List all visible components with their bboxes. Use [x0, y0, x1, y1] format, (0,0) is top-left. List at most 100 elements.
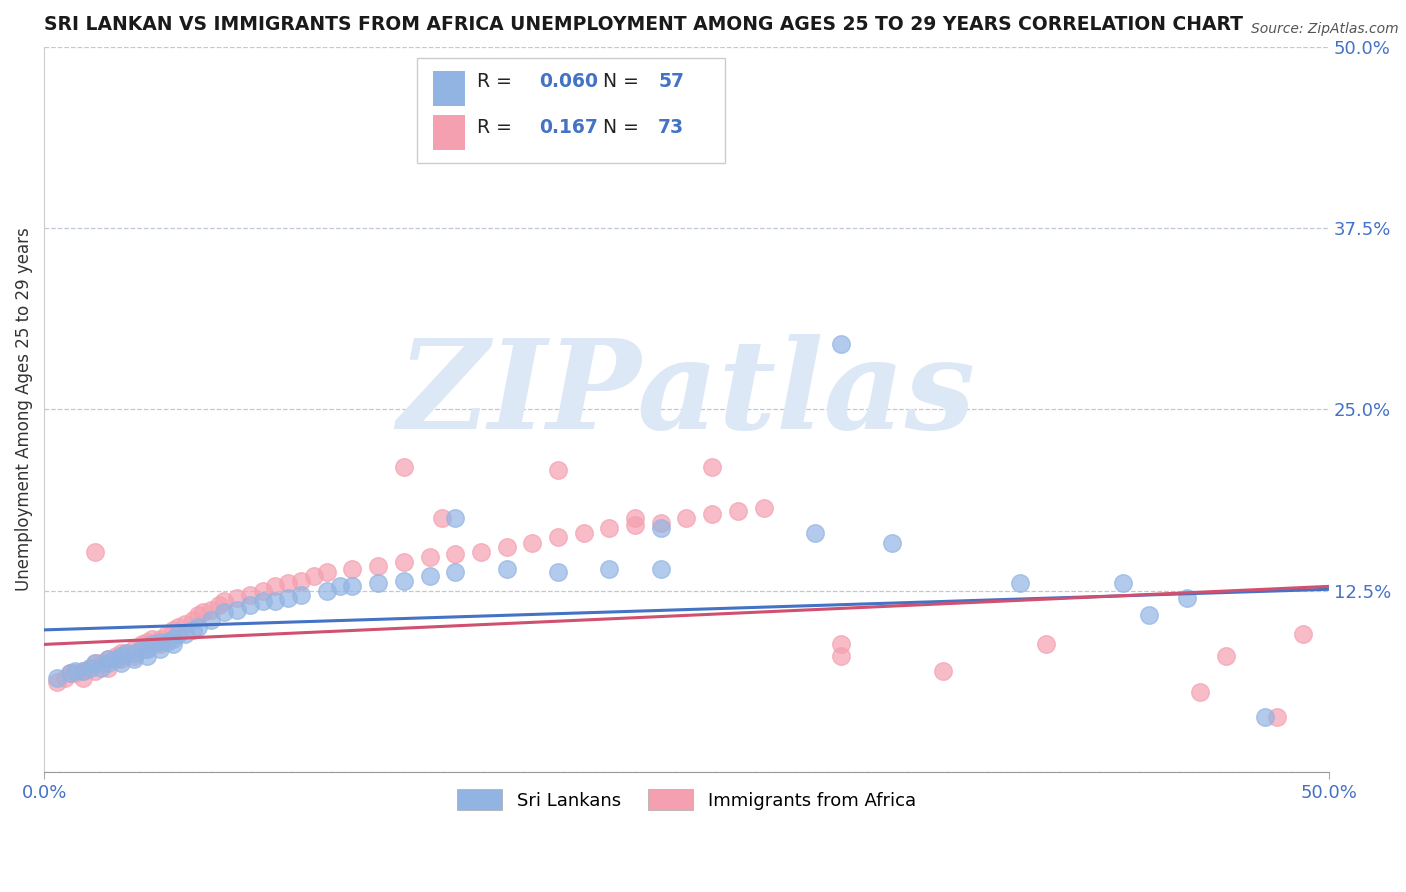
- Point: [932, 664, 955, 678]
- Point: [131, 637, 153, 651]
- Point: [624, 511, 647, 525]
- Point: [547, 565, 569, 579]
- Point: [79, 660, 101, 674]
- Point: [97, 657, 120, 671]
- Point: [59, 666, 82, 681]
- Point: [1215, 648, 1237, 663]
- Point: [392, 555, 415, 569]
- Point: [277, 576, 299, 591]
- Point: [598, 521, 620, 535]
- Point: [110, 652, 132, 666]
- Point: [1035, 637, 1057, 651]
- Point: [162, 632, 184, 646]
- Point: [264, 579, 287, 593]
- Point: [624, 518, 647, 533]
- Point: [752, 501, 775, 516]
- Point: [598, 562, 620, 576]
- Text: 73: 73: [658, 119, 685, 137]
- Point: [342, 562, 364, 576]
- Point: [302, 569, 325, 583]
- Point: [181, 613, 204, 627]
- Point: [59, 666, 82, 681]
- Point: [1189, 685, 1212, 699]
- Point: [149, 634, 172, 648]
- Text: ZIPatlas: ZIPatlas: [398, 334, 976, 456]
- Point: [72, 671, 94, 685]
- FancyBboxPatch shape: [433, 71, 465, 106]
- Point: [187, 620, 209, 634]
- Point: [880, 536, 903, 550]
- Point: [187, 608, 209, 623]
- Point: [200, 613, 222, 627]
- Point: [193, 606, 215, 620]
- Point: [122, 648, 145, 663]
- Point: [212, 606, 235, 620]
- Point: [105, 652, 128, 666]
- Point: [166, 620, 188, 634]
- Point: [225, 591, 247, 605]
- Point: [277, 591, 299, 605]
- Text: 57: 57: [658, 72, 685, 91]
- Text: 0.060: 0.060: [538, 72, 598, 91]
- Point: [239, 588, 262, 602]
- Point: [444, 548, 467, 562]
- Point: [572, 525, 595, 540]
- Point: [110, 657, 132, 671]
- Point: [212, 594, 235, 608]
- Point: [110, 648, 132, 663]
- Point: [700, 507, 723, 521]
- Point: [329, 579, 352, 593]
- Point: [444, 511, 467, 525]
- Point: [135, 641, 157, 656]
- Point: [650, 516, 672, 530]
- Point: [156, 634, 179, 648]
- Point: [367, 559, 389, 574]
- Point: [315, 565, 337, 579]
- Point: [135, 634, 157, 648]
- Point: [522, 536, 544, 550]
- Point: [392, 574, 415, 588]
- Point: [1177, 591, 1199, 605]
- Point: [290, 588, 312, 602]
- Point: [290, 574, 312, 588]
- Point: [830, 648, 852, 663]
- Point: [79, 660, 101, 674]
- Point: [90, 657, 112, 671]
- Point: [208, 599, 231, 613]
- Point: [63, 664, 86, 678]
- Point: [547, 463, 569, 477]
- Point: [131, 641, 153, 656]
- Point: [200, 602, 222, 616]
- Point: [1292, 627, 1315, 641]
- Point: [122, 646, 145, 660]
- Point: [122, 652, 145, 666]
- Point: [97, 652, 120, 666]
- Point: [700, 460, 723, 475]
- Text: 0.167: 0.167: [538, 119, 598, 137]
- Point: [174, 627, 197, 641]
- Point: [90, 660, 112, 674]
- Point: [830, 337, 852, 351]
- Point: [149, 637, 172, 651]
- Point: [727, 504, 749, 518]
- Text: N =: N =: [603, 72, 645, 91]
- Point: [110, 646, 132, 660]
- Point: [72, 664, 94, 678]
- Text: N =: N =: [603, 119, 645, 137]
- Point: [1112, 576, 1135, 591]
- Point: [105, 648, 128, 663]
- Point: [650, 562, 672, 576]
- FancyBboxPatch shape: [433, 115, 465, 150]
- Point: [1010, 576, 1032, 591]
- Point: [181, 623, 204, 637]
- Point: [392, 460, 415, 475]
- Point: [53, 671, 76, 685]
- Point: [97, 660, 120, 674]
- Point: [495, 540, 517, 554]
- Point: [84, 664, 107, 678]
- Point: [367, 576, 389, 591]
- Point: [252, 583, 274, 598]
- Point: [122, 641, 145, 656]
- Point: [1137, 608, 1160, 623]
- Point: [470, 544, 492, 558]
